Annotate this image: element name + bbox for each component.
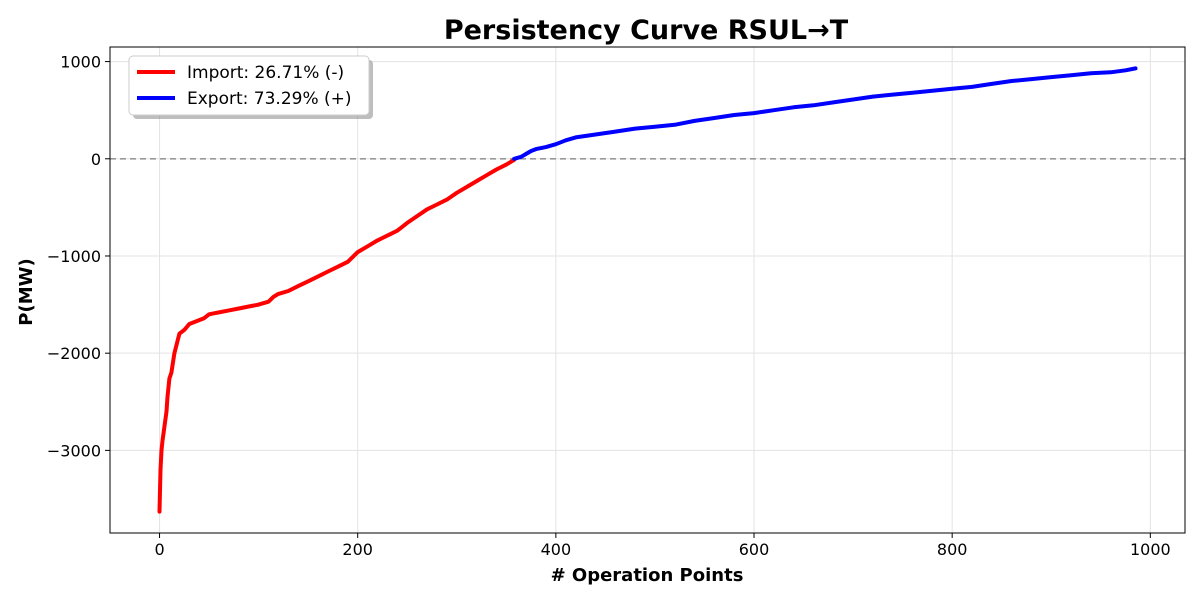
x-tick-label: 400 <box>541 540 572 559</box>
y-tick-label: −1000 <box>47 247 101 266</box>
y-tick-label: 1000 <box>60 53 101 72</box>
x-tick-label: 800 <box>937 540 968 559</box>
series-line-import <box>157 157 517 514</box>
x-tick-label: 0 <box>154 540 164 559</box>
x-tick-label: 200 <box>342 540 373 559</box>
y-axis-ticks: 1000 0 −1000 −2000 −3000 <box>47 53 110 460</box>
grid-lines <box>110 47 1185 533</box>
series-line-export <box>512 66 1138 161</box>
y-tick-label: −2000 <box>47 344 101 363</box>
y-tick-label: 0 <box>91 150 101 169</box>
x-axis-ticks: 0 200 400 600 800 1000 <box>154 533 1171 559</box>
legend: Import: 26.71% (-) Export: 73.29% (+) <box>128 55 373 119</box>
x-axis-title: # Operation Points <box>551 565 744 586</box>
x-tick-label: 1000 <box>1130 540 1171 559</box>
y-axis-title: P(MW) <box>16 258 37 325</box>
legend-label-import: Import: 26.71% (-) <box>187 63 344 83</box>
plot-area-frame <box>109 46 1186 534</box>
chart-title: Persistency Curve RSUL→T <box>444 15 849 46</box>
x-tick-label: 600 <box>739 540 770 559</box>
y-tick-label: −3000 <box>47 441 101 460</box>
legend-box <box>128 55 370 116</box>
series-lines <box>157 66 1138 514</box>
legend-label-export: Export: 73.29% (+) <box>187 89 352 109</box>
